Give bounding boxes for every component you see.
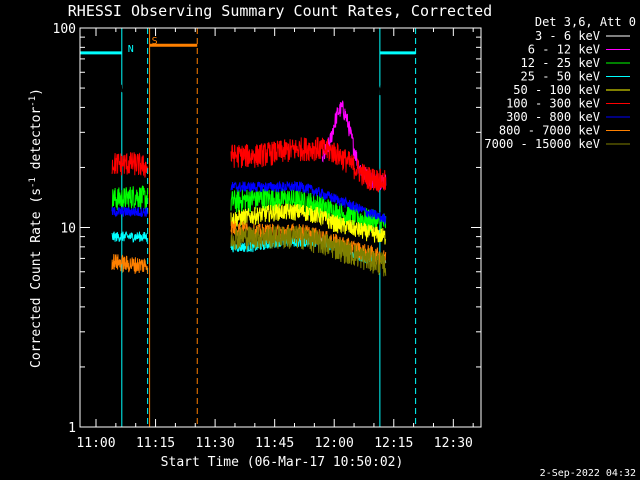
legend-label: 12 - 25 keV (521, 56, 600, 70)
legend-label: 100 - 300 keV (506, 97, 600, 111)
legend-label: 50 - 100 keV (513, 83, 600, 97)
series-line (111, 82, 148, 94)
series-7000-15000-kev (230, 225, 387, 277)
series-line (111, 152, 148, 178)
y-tick-label: 10 (60, 222, 76, 237)
state-flag-s: S (149, 28, 198, 427)
series-3-6-kev (111, 59, 387, 97)
series-line (111, 231, 148, 243)
series-300-800-kev (111, 180, 387, 226)
series-line (230, 203, 387, 245)
series-line (230, 59, 387, 97)
x-tick-label: 11:00 (76, 436, 115, 451)
series-12-25-kev (111, 185, 387, 235)
chart-title: RHESSI Observing Summary Count Rates, Co… (68, 2, 492, 20)
footer-timestamp: 2-Sep-2022 04:32 (540, 468, 636, 479)
series-50-100-kev (230, 203, 387, 245)
series-line (111, 254, 148, 274)
legend-label: 6 - 12 keV (528, 43, 600, 57)
y-tick-label: 1 (68, 421, 76, 436)
x-tick-label: 12:00 (315, 436, 354, 451)
legend-label: 800 - 7000 keV (499, 124, 600, 138)
legend-label: 300 - 800 keV (506, 110, 600, 124)
state-flag-label: N (128, 44, 134, 55)
y-axis-label: Corrected Count Rate (s-1 detector-1) (28, 88, 44, 368)
y-tick-label: 100 (53, 22, 76, 37)
state-flag-label: S (152, 36, 158, 47)
series-line (230, 225, 387, 277)
series-line (230, 137, 387, 193)
legend-label: 25 - 50 keV (521, 70, 600, 84)
x-tick-label: 11:15 (136, 436, 175, 451)
series-line (111, 206, 148, 218)
legend-label: 7000 - 15000 keV (484, 137, 600, 151)
x-tick-label: 12:15 (374, 436, 413, 451)
x-axis-label: Start Time (06-Mar-17 10:50:02) (161, 455, 404, 470)
series-line (230, 187, 387, 235)
series-line (111, 185, 148, 211)
x-tick-label: 11:30 (196, 436, 235, 451)
legend-label: 3 - 6 keV (535, 29, 600, 43)
x-tick-label: 12:30 (434, 436, 473, 451)
x-tick-label: 11:45 (255, 436, 294, 451)
legend-header: Det 3,6, Att 0 (535, 15, 636, 29)
series-100-300-kev (111, 137, 387, 193)
series-line (230, 180, 387, 226)
